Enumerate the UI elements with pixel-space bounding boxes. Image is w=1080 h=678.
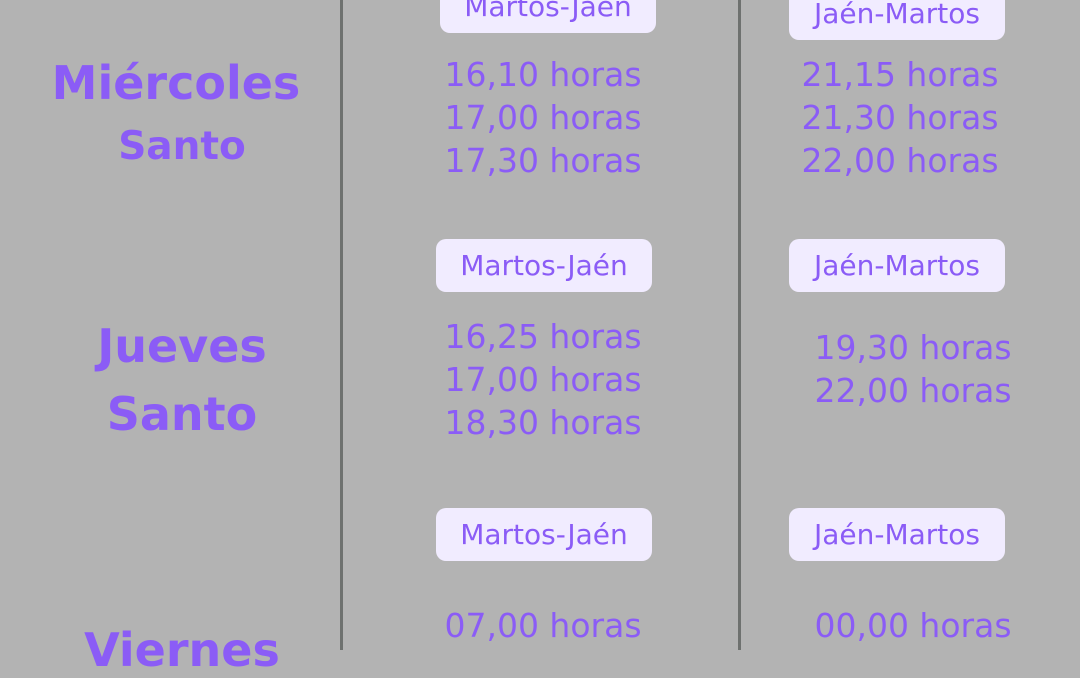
schedule-list: 21,15 horas 21,30 horas 22,00 horas bbox=[750, 53, 1050, 182]
route-badge: Jaén-Martos bbox=[789, 0, 1005, 40]
time: 18,30 horas bbox=[444, 403, 642, 442]
schedule-list: 19,30 horas 22,00 horas bbox=[763, 326, 1063, 412]
route-badge: Martos-Jaén bbox=[440, 0, 656, 33]
time: 16,10 horas bbox=[444, 55, 642, 94]
day-title: Viernes bbox=[84, 623, 280, 677]
time: 00,00 horas bbox=[814, 606, 1012, 645]
schedule-list: 16,10 horas 17,00 horas 17,30 horas bbox=[393, 53, 693, 182]
time: 21,30 horas bbox=[801, 98, 999, 137]
schedule-list: 00,00 horas bbox=[763, 604, 1063, 647]
time: 16,25 horas bbox=[444, 317, 642, 356]
time: 19,30 horas bbox=[814, 328, 1012, 367]
route-badge: Jaén-Martos bbox=[789, 239, 1005, 292]
route-badge: Martos-Jaén bbox=[436, 239, 652, 292]
time: 22,00 horas bbox=[814, 371, 1012, 410]
column-divider bbox=[340, 0, 343, 650]
time: 21,15 horas bbox=[801, 55, 999, 94]
route-badge: Jaén-Martos bbox=[789, 508, 1005, 561]
time: 17,00 horas bbox=[444, 98, 642, 137]
schedule-list: 16,25 horas 17,00 horas 18,30 horas bbox=[393, 315, 693, 444]
day-subtitle: Santo bbox=[106, 387, 258, 441]
column-divider bbox=[738, 0, 741, 650]
time: 07,00 horas bbox=[444, 606, 642, 645]
schedule-list: 07,00 horas bbox=[393, 604, 693, 647]
time: 17,00 horas bbox=[444, 360, 642, 399]
day-subtitle: Santo bbox=[118, 124, 246, 169]
day-title: Jueves bbox=[97, 319, 267, 373]
time: 17,30 horas bbox=[444, 141, 642, 180]
route-badge: Martos-Jaén bbox=[436, 508, 652, 561]
time: 22,00 horas bbox=[801, 141, 999, 180]
day-title: Miércoles bbox=[51, 56, 301, 110]
